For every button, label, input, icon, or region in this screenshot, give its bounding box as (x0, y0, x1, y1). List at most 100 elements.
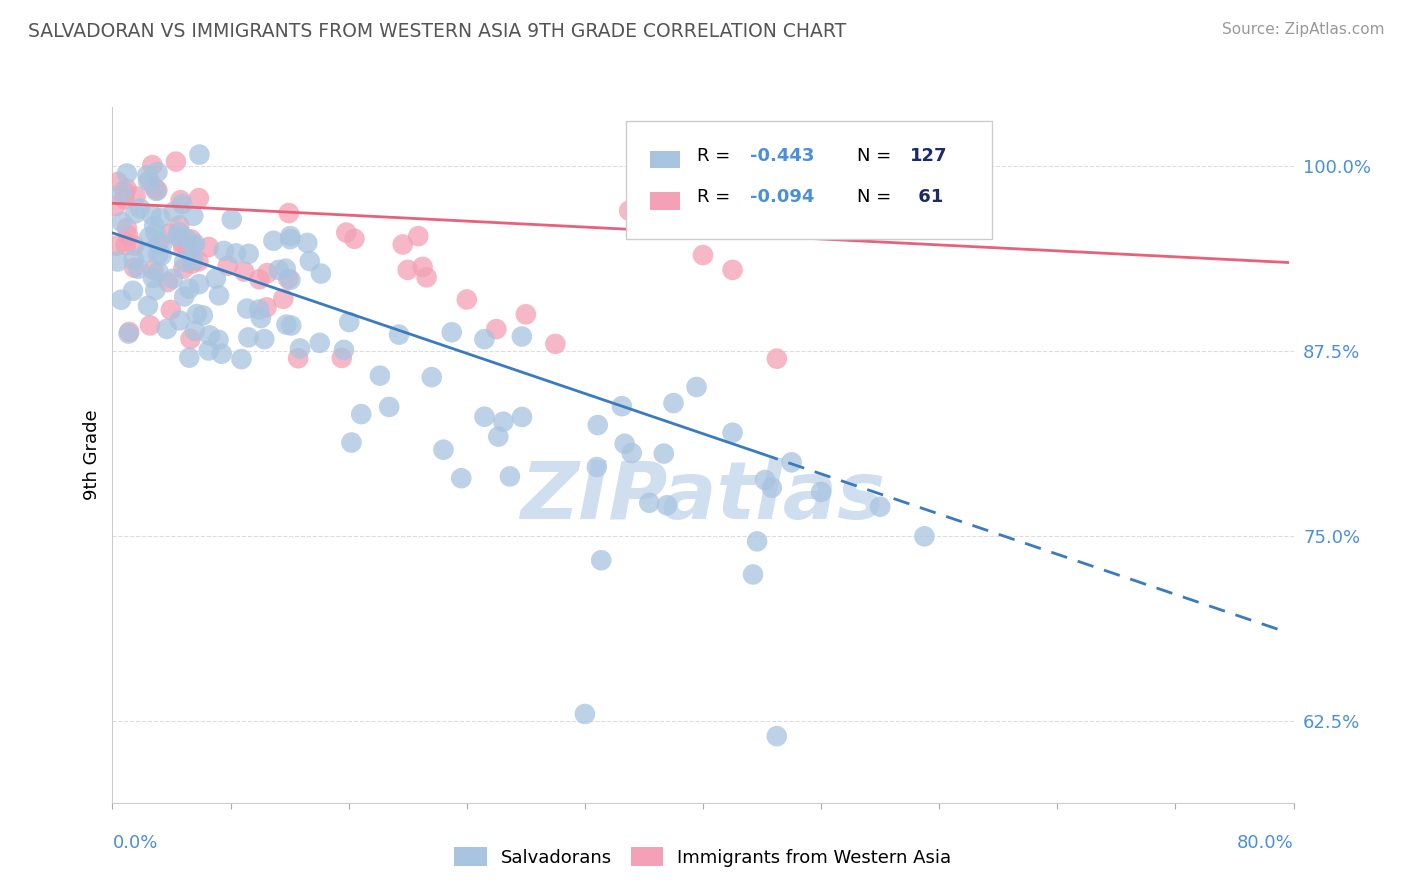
Point (136, 174, 159, 188)
Point (238, 247, 260, 261)
Point (179, 351, 201, 365)
Point (544, 337, 567, 351)
Point (277, 206, 299, 220)
Point (138, 230, 160, 244)
Text: 0.0%: 0.0% (112, 834, 157, 852)
Legend: Salvadorans, Immigrants from Western Asia: Salvadorans, Immigrants from Western Asi… (447, 840, 959, 874)
Point (111, 186, 134, 200)
Point (148, 236, 170, 251)
Text: ZIPatlas: ZIPatlas (520, 458, 886, 536)
Point (162, 205, 184, 219)
Point (122, 260, 145, 275)
Point (115, 167, 138, 181)
Text: R =: R = (697, 188, 737, 206)
Point (330, 351, 353, 365)
Point (638, 496, 661, 510)
Point (114, 192, 136, 206)
Point (122, 238, 145, 252)
Point (181, 209, 204, 223)
Point (271, 292, 294, 306)
Point (177, 244, 200, 258)
Point (267, 263, 290, 277)
Point (143, 219, 166, 233)
Point (104, 199, 127, 213)
Point (122, 284, 145, 298)
Point (187, 191, 209, 205)
Point (662, 396, 685, 410)
Point (172, 261, 194, 276)
Point (515, 307, 537, 321)
Point (613, 436, 636, 450)
Point (225, 246, 247, 260)
Point (143, 181, 166, 195)
Point (233, 265, 256, 279)
Point (143, 283, 166, 297)
Point (117, 228, 139, 243)
Point (169, 313, 191, 327)
Point (378, 400, 401, 414)
Point (124, 206, 146, 220)
Point (510, 329, 533, 343)
Point (440, 325, 463, 339)
Point (288, 342, 311, 356)
Point (142, 263, 165, 277)
Point (721, 263, 744, 277)
Point (188, 277, 211, 292)
Point (337, 315, 360, 329)
Point (780, 455, 803, 469)
Text: 127: 127 (910, 147, 948, 165)
Point (492, 415, 515, 429)
FancyBboxPatch shape (650, 193, 681, 210)
Point (150, 248, 173, 262)
Point (278, 232, 301, 246)
Text: Source: ZipAtlas.com: Source: ZipAtlas.com (1222, 22, 1385, 37)
Point (207, 333, 229, 347)
Text: SALVADORAN VS IMMIGRANTS FROM WESTERN ASIA 9TH GRADE CORRELATION CHART: SALVADORAN VS IMMIGRANTS FROM WESTERN AS… (28, 22, 846, 41)
Point (432, 442, 454, 457)
Point (139, 174, 162, 188)
Point (280, 229, 302, 244)
Point (172, 197, 194, 211)
Point (277, 272, 299, 286)
Point (136, 168, 159, 182)
Point (510, 409, 533, 424)
Point (486, 429, 509, 443)
Point (221, 212, 243, 227)
Point (186, 307, 208, 321)
Point (136, 299, 159, 313)
Point (231, 352, 253, 367)
Y-axis label: 9th Grade: 9th Grade (83, 409, 101, 500)
Point (274, 261, 297, 276)
Point (146, 183, 169, 197)
Point (107, 175, 129, 189)
Point (610, 399, 633, 413)
Point (166, 228, 188, 243)
Text: N =: N = (856, 188, 897, 206)
Point (122, 252, 145, 267)
Point (142, 271, 165, 285)
Point (766, 351, 789, 366)
Point (766, 729, 789, 743)
Point (117, 326, 139, 341)
Point (198, 328, 221, 343)
Point (350, 407, 373, 421)
Point (172, 235, 194, 250)
Point (485, 322, 508, 336)
Point (191, 309, 214, 323)
Point (415, 270, 437, 285)
Point (308, 335, 330, 350)
Point (197, 343, 219, 358)
Point (118, 325, 141, 339)
Point (197, 240, 219, 254)
FancyBboxPatch shape (626, 121, 993, 239)
Point (217, 259, 239, 273)
Point (474, 409, 496, 424)
Point (591, 553, 613, 567)
Point (179, 282, 201, 296)
Point (159, 227, 181, 241)
Point (211, 347, 233, 361)
Point (754, 473, 776, 487)
Point (169, 193, 191, 207)
Point (499, 469, 522, 483)
Point (173, 289, 195, 303)
